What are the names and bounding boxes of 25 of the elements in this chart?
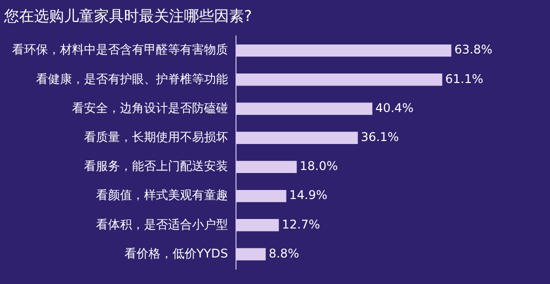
data-label: 40.4%	[375, 100, 414, 115]
bar	[236, 219, 279, 232]
data-label: 36.1%	[360, 130, 399, 144]
bar	[236, 44, 452, 57]
data-label: 61.1%	[445, 72, 484, 86]
y-tick-label: 看服务，能否上门配送安装	[84, 159, 228, 174]
bar	[236, 190, 286, 202]
data-label: 8.8%	[268, 246, 300, 260]
y-tick-label: 看环保，材料中是否含有甲醛等有害物质	[12, 42, 228, 57]
bar	[236, 74, 442, 86]
bar	[236, 132, 358, 144]
y-tick-label: 看价格，低价YYDS	[124, 246, 228, 260]
y-tick-label: 看质量，长期使用不易损坏	[84, 130, 228, 144]
chart-title: 您在选购儿童家具时最关注哪些因素?	[3, 6, 252, 25]
y-tick-label: 看颜值，样式美观有童趣	[96, 188, 228, 202]
data-label: 12.7%	[282, 217, 320, 232]
y-tick-label: 看安全，边角设计是否防磕碰	[72, 100, 228, 115]
data-label: 18.0%	[300, 159, 338, 174]
data-label: 14.9%	[289, 188, 328, 202]
bar	[236, 102, 372, 115]
bar	[236, 248, 266, 260]
y-tick-label: 看健康，是否有护眼、护脊椎等功能	[36, 72, 228, 86]
bar	[236, 160, 297, 174]
data-label: 63.8%	[454, 42, 492, 57]
y-tick-label: 看体积，是否适合小户型	[96, 217, 228, 232]
